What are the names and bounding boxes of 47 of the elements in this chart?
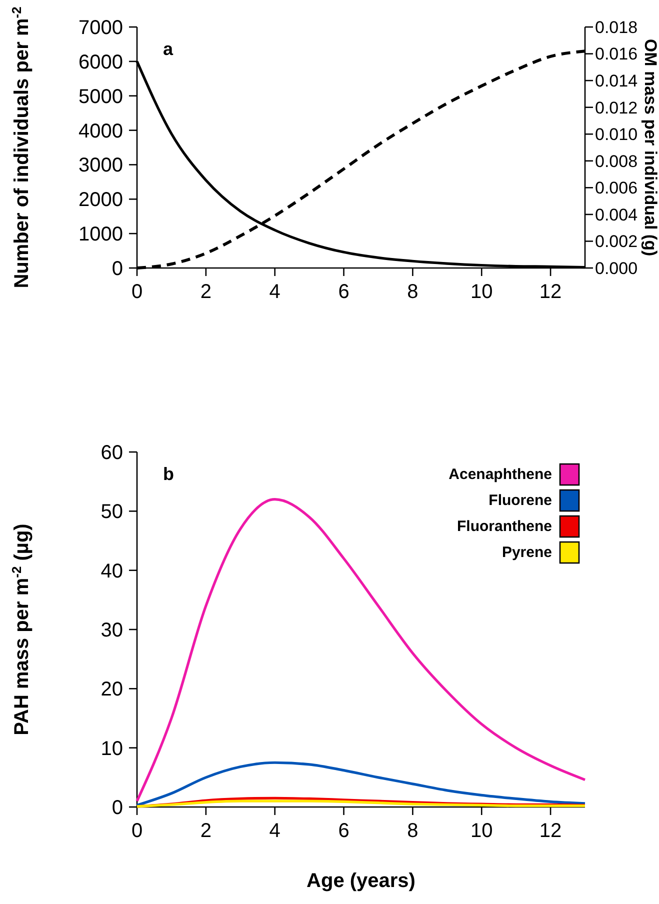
x-tick-label: 10	[470, 281, 493, 303]
legend-label: Acenaphthene	[448, 466, 552, 483]
legend-label: Fluoranthene	[456, 518, 552, 535]
x-tick-label: 0	[131, 281, 143, 303]
x-tick-label: 0	[131, 820, 143, 842]
y-tick-label: 60	[100, 442, 123, 464]
y-tick-label: 7000	[78, 17, 123, 39]
y2-tick-label: 0.006	[595, 178, 638, 198]
y-tick-label: 6000	[78, 51, 123, 74]
y-tick-label: 50	[100, 501, 123, 524]
annotation: a	[163, 39, 174, 59]
y-tick-label: 1000	[78, 224, 123, 246]
x-tick-label: 12	[539, 820, 562, 842]
y2-tick-label: 0.016	[595, 44, 638, 64]
annotation: b	[163, 464, 174, 484]
x-tick-label: 4	[269, 820, 280, 842]
x-tick-label: 6	[338, 820, 350, 842]
y-tick-label: 0	[112, 258, 123, 280]
x-tick-label: 8	[407, 820, 418, 842]
x-tick-label: 12	[539, 281, 562, 303]
y-tick-label: 10	[100, 738, 123, 760]
y2-tick-label: 0.012	[595, 98, 638, 118]
y-tick-label: 30	[100, 620, 123, 642]
y-tick-label: 3000	[78, 154, 123, 177]
y-tick-label: 5000	[78, 86, 123, 108]
legend-label: Fluorene	[488, 492, 552, 509]
y2-tick-label: 0.010	[595, 125, 638, 144]
y2-tick-label: 0.014	[595, 72, 638, 91]
x-tick-label: 10	[470, 820, 493, 842]
x-tick-label: 2	[200, 281, 212, 303]
x-tick-label: 2	[200, 820, 212, 842]
legend-label: Pyrene	[502, 544, 552, 561]
y2-tick-label: 0.018	[595, 18, 638, 37]
x-tick-label: 8	[407, 281, 418, 303]
y2-tick-label: 0.000	[595, 258, 638, 278]
y-tick-label: 0	[112, 797, 123, 819]
y2-axis-title: OM mass per individual (g)	[641, 38, 659, 256]
x-tick-label: 4	[269, 281, 280, 303]
y2-tick-label: 0.004	[595, 205, 638, 224]
x-axis-title: Age (years)	[306, 870, 416, 892]
x-tick-label: 6	[338, 281, 350, 303]
y2-tick-label: 0.008	[595, 152, 638, 171]
y-tick-label: 2000	[78, 189, 123, 212]
y2-tick-label: 0.002	[595, 232, 638, 252]
y-tick-label: 4000	[78, 120, 123, 142]
y-tick-label: 40	[100, 560, 123, 582]
y-tick-label: 20	[100, 678, 123, 701]
